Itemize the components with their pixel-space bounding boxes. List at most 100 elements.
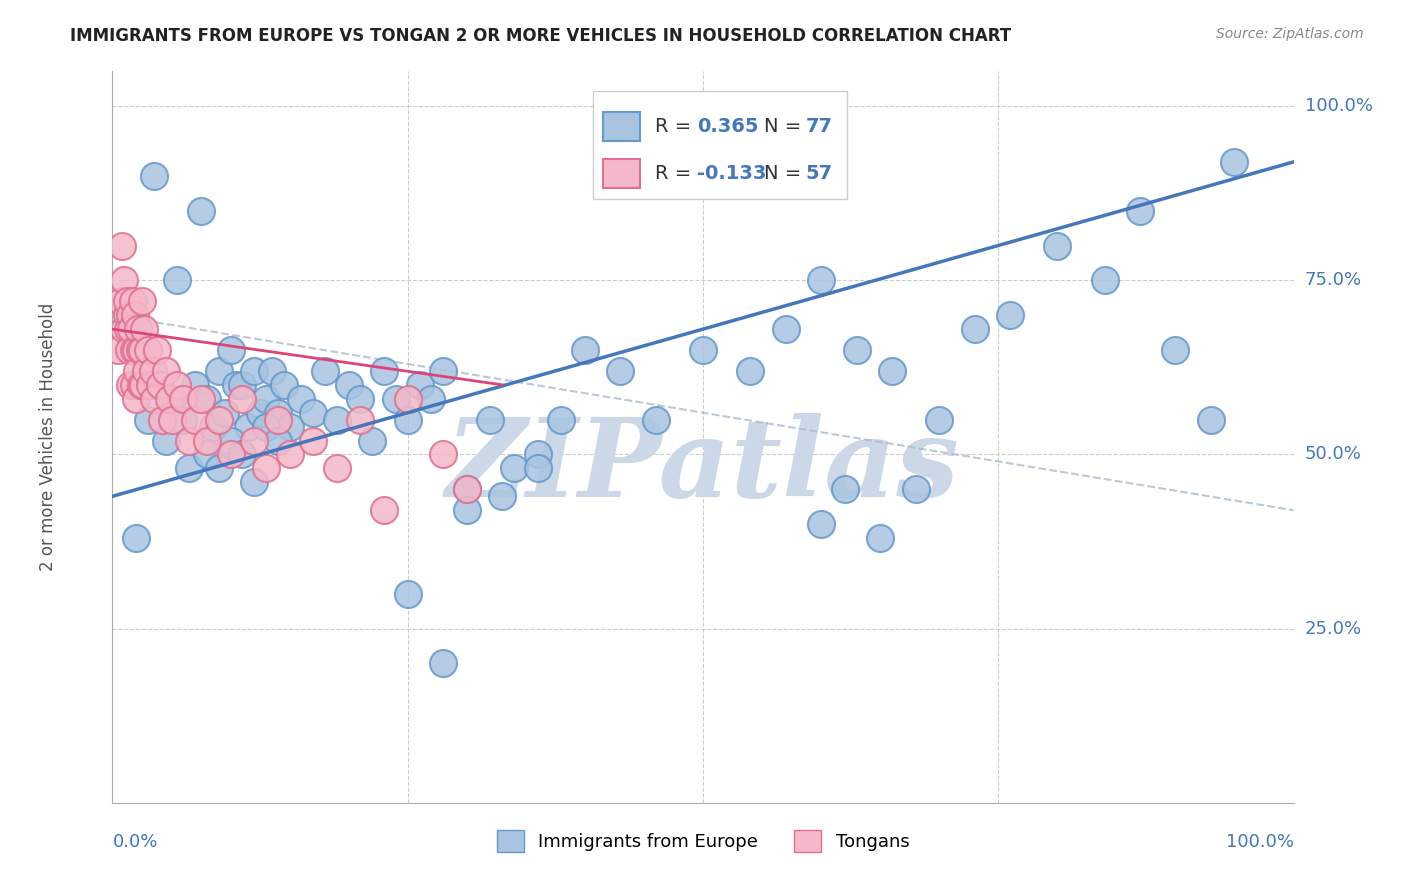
Point (150, 412, 173, 426)
Text: -0.133: -0.133 (697, 164, 766, 183)
FancyBboxPatch shape (603, 112, 640, 141)
Point (337, 377, 360, 392)
Point (396, 392, 419, 406)
Point (139, 377, 162, 392)
Point (609, 364, 631, 378)
Text: 2 or more Vehicles in Household: 2 or more Vehicles in Household (38, 303, 56, 571)
Point (273, 377, 295, 392)
Legend: Immigrants from Europe, Tongans: Immigrants from Europe, Tongans (489, 823, 917, 860)
Text: R =: R = (655, 164, 697, 183)
Point (120, 308, 142, 322)
Point (172, 392, 194, 406)
Point (125, 531, 148, 545)
Point (254, 461, 277, 475)
Point (290, 392, 312, 406)
Point (135, 364, 157, 378)
Point (131, 343, 153, 357)
Point (121, 294, 143, 309)
Point (432, 448, 454, 462)
Point (208, 412, 231, 426)
Point (260, 364, 283, 378)
Point (184, 377, 207, 392)
Text: ZIPatlas: ZIPatlas (446, 413, 960, 520)
Point (432, 657, 454, 671)
Point (214, 406, 236, 420)
FancyBboxPatch shape (603, 159, 640, 188)
Point (373, 503, 395, 517)
Point (740, 364, 762, 378)
Point (326, 412, 349, 426)
Point (385, 392, 408, 406)
Point (142, 169, 165, 183)
Point (928, 412, 950, 426)
Point (195, 392, 218, 406)
Point (160, 392, 183, 406)
Point (254, 392, 277, 406)
Point (845, 343, 868, 357)
Point (219, 434, 242, 448)
Point (326, 461, 349, 475)
Point (160, 412, 183, 426)
Point (219, 448, 242, 462)
Point (869, 531, 891, 545)
Point (408, 377, 430, 392)
Point (904, 483, 927, 497)
Point (302, 406, 325, 420)
Text: 57: 57 (806, 164, 832, 183)
Point (142, 364, 165, 378)
Text: 100.0%: 100.0% (1305, 97, 1372, 115)
Point (195, 434, 218, 448)
Point (692, 343, 714, 357)
Point (231, 392, 253, 406)
Point (456, 483, 478, 497)
Text: R =: R = (655, 117, 697, 136)
Point (146, 343, 169, 357)
Text: 77: 77 (806, 117, 832, 136)
Point (136, 343, 159, 357)
Text: N =: N = (765, 117, 808, 136)
Point (1164, 343, 1187, 357)
Point (396, 587, 419, 601)
Point (349, 412, 371, 426)
Point (157, 392, 180, 406)
Point (775, 322, 797, 336)
Point (219, 343, 242, 357)
Point (166, 377, 188, 392)
Point (112, 322, 135, 336)
Point (125, 343, 148, 357)
Point (243, 475, 266, 490)
Point (134, 322, 156, 336)
Point (122, 343, 145, 357)
Text: 100.0%: 100.0% (1226, 833, 1294, 851)
Point (880, 364, 903, 378)
Point (118, 343, 141, 357)
Text: 0.0%: 0.0% (112, 833, 157, 851)
Point (349, 392, 371, 406)
Point (243, 434, 266, 448)
Point (125, 392, 148, 406)
Point (155, 434, 177, 448)
Point (432, 364, 454, 378)
Text: 25.0%: 25.0% (1305, 620, 1362, 638)
Point (963, 322, 986, 336)
Point (526, 461, 548, 475)
Point (1223, 155, 1246, 169)
Point (278, 419, 301, 434)
Point (129, 377, 152, 392)
Point (302, 434, 325, 448)
Point (190, 203, 212, 218)
Point (115, 308, 138, 322)
Point (208, 364, 231, 378)
Point (1094, 273, 1116, 287)
Point (132, 377, 155, 392)
Point (115, 294, 138, 309)
Point (574, 343, 596, 357)
Point (1129, 203, 1152, 218)
Point (111, 238, 134, 252)
Point (456, 503, 478, 517)
Point (131, 294, 153, 309)
Point (526, 448, 548, 462)
Point (231, 377, 253, 392)
Point (122, 377, 145, 392)
Point (195, 448, 218, 462)
